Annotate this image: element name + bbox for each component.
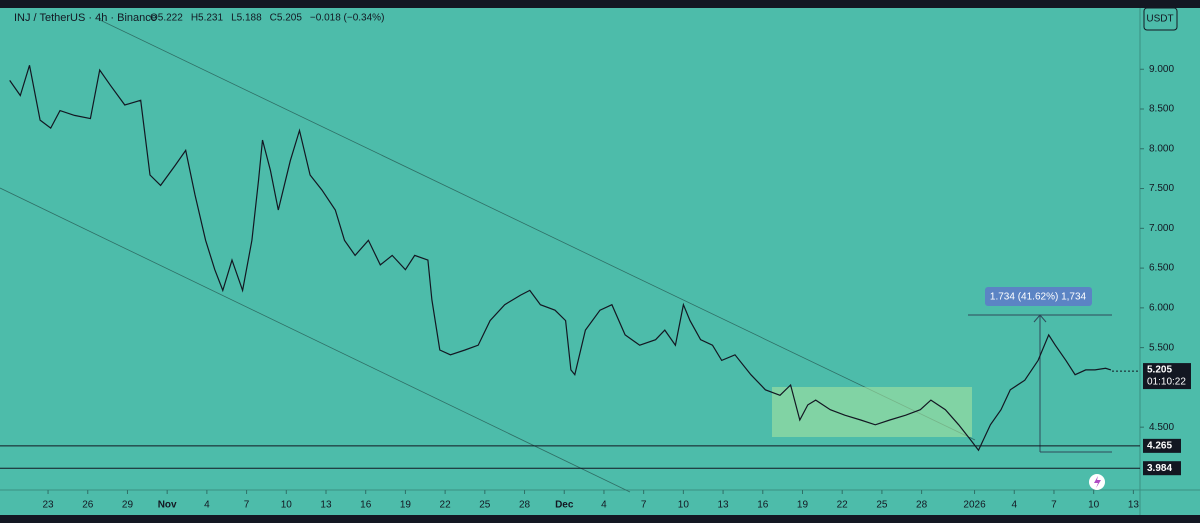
y-tick-label: 4.500	[1149, 422, 1174, 433]
x-tick-label: 23	[42, 500, 54, 511]
x-tick-label: 28	[916, 500, 928, 511]
x-tick-label: 22	[440, 500, 452, 511]
level-label: 3.984	[1147, 463, 1172, 474]
x-tick-label: 10	[1088, 500, 1100, 511]
countdown-label: 01:10:22	[1147, 377, 1186, 388]
x-tick-label: 4	[601, 500, 607, 511]
level-label: 4.265	[1147, 440, 1172, 451]
channel-line	[99, 19, 976, 441]
x-tick-label: 25	[876, 500, 888, 511]
ohlc-value: L5.188	[231, 13, 262, 24]
ohlc-value: O5.222	[150, 13, 183, 24]
x-tick-label: 7	[1051, 500, 1057, 511]
x-tick-label: 10	[281, 500, 293, 511]
chart-background	[0, 8, 1200, 515]
channel-line	[0, 187, 631, 493]
y-tick-label: 6.500	[1149, 263, 1174, 274]
y-tick-label: 9.000	[1149, 64, 1174, 75]
x-tick-label: 7	[641, 500, 647, 511]
last-price-label: 5.205	[1147, 365, 1172, 376]
x-tick-label: 28	[519, 500, 531, 511]
x-tick-label: 10	[678, 500, 690, 511]
y-tick-label: 8.000	[1149, 143, 1174, 154]
x-tick-label: 16	[360, 500, 372, 511]
symbol-title: INJ / TetherUS · 4h · Binance	[14, 12, 157, 24]
y-tick-label: 5.500	[1149, 342, 1174, 353]
x-tick-label: Nov	[158, 500, 177, 511]
alert-icon-bolt	[1094, 476, 1101, 488]
measure-arrow	[1033, 314, 1047, 323]
x-tick-label: 19	[797, 500, 809, 511]
x-tick-label: 4	[204, 500, 210, 511]
level-tag	[1143, 461, 1181, 476]
price-line	[9, 65, 1112, 452]
y-tick-label: 8.500	[1149, 104, 1174, 115]
y-tick-label: 7.000	[1149, 223, 1174, 234]
y-tick-label: 6.000	[1149, 302, 1174, 313]
x-tick-label: 4	[1011, 500, 1017, 511]
x-tick-label: 22	[837, 500, 849, 511]
x-tick-label: 13	[1128, 500, 1140, 511]
x-tick-label: 7	[244, 500, 250, 511]
x-tick-label: 16	[757, 500, 769, 511]
currency-label[interactable]: USDT	[1146, 14, 1173, 25]
x-tick-label: Dec	[555, 500, 574, 511]
x-tick-label: 2026	[963, 500, 986, 511]
range-box	[772, 387, 972, 437]
ohlc-value: C5.205	[270, 13, 303, 24]
x-tick-label: 13	[718, 500, 730, 511]
ohlc-value: −0.018 (−0.34%)	[310, 13, 385, 24]
x-tick-label: 25	[479, 500, 491, 511]
x-tick-label: 19	[400, 500, 412, 511]
measure-label: 1.734 (41.62%) 1,734	[990, 292, 1087, 303]
x-tick-label: 26	[82, 500, 94, 511]
last-price-tag	[1143, 363, 1191, 390]
currency-button[interactable]	[1143, 7, 1178, 31]
ohlc-value: H5.231	[191, 13, 224, 24]
level-tag	[1143, 438, 1181, 453]
x-tick-label: 29	[122, 500, 134, 511]
measure-box	[985, 287, 1092, 306]
x-tick-label: 13	[320, 500, 332, 511]
y-tick-label: 7.500	[1149, 183, 1174, 194]
